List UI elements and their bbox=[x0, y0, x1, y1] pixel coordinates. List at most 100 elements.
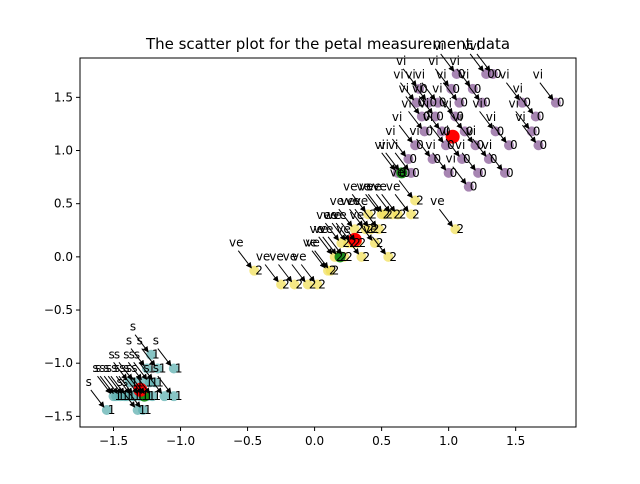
annotation-arrow bbox=[405, 96, 420, 115]
cluster-annotation: 0 bbox=[494, 67, 502, 81]
annotation-arrow bbox=[402, 68, 417, 87]
cluster-annotation: 2 bbox=[367, 222, 375, 236]
annotation-arrow bbox=[141, 348, 156, 367]
species-annotation: ve bbox=[340, 194, 354, 208]
annotation-arrow bbox=[479, 111, 494, 130]
cluster-annotation: 0 bbox=[399, 166, 407, 180]
annotation-arrow bbox=[375, 194, 390, 213]
species-annotation: vi bbox=[433, 39, 443, 53]
annotation-arrow bbox=[488, 152, 503, 171]
cluster-annotation: 2 bbox=[255, 264, 263, 278]
annotation-arrow bbox=[133, 362, 148, 381]
species-annotation: vi bbox=[450, 54, 460, 68]
cluster-annotation: 0 bbox=[412, 166, 420, 180]
cluster-annotation: 2 bbox=[389, 250, 397, 264]
cluster-annotation: 0 bbox=[452, 82, 460, 96]
species-annotation: ve bbox=[332, 208, 346, 222]
annotation-arrow bbox=[398, 124, 413, 143]
species-annotation: ve bbox=[323, 208, 337, 222]
species-annotation: vi bbox=[423, 110, 433, 124]
species-annotation: vi bbox=[401, 96, 411, 110]
species-annotation: s bbox=[114, 361, 120, 375]
species-annotation: s bbox=[123, 347, 129, 361]
annotation-arrow bbox=[416, 138, 431, 157]
cluster-annotation: 2 bbox=[399, 207, 407, 221]
cluster-annotation: 2 bbox=[309, 278, 317, 292]
species-annotation: s bbox=[103, 361, 109, 375]
species-annotation: ve bbox=[430, 194, 444, 208]
species-annotation: ve bbox=[319, 222, 333, 236]
annotation-arrow bbox=[134, 334, 149, 353]
annotation-arrow bbox=[438, 208, 453, 228]
cluster-annotation: 0 bbox=[458, 67, 466, 81]
species-annotation: s bbox=[153, 334, 159, 348]
y-tick-label: −0.5 bbox=[44, 303, 73, 317]
species-annotation: s bbox=[117, 375, 123, 389]
species-annotation: vi bbox=[459, 68, 469, 82]
annotation-arrow bbox=[492, 124, 507, 143]
annotation-arrow bbox=[418, 96, 433, 115]
cluster-annotation: 2 bbox=[416, 193, 424, 207]
species-annotation: s bbox=[119, 361, 125, 375]
x-tick-label: 0.5 bbox=[372, 434, 391, 448]
cluster-annotation: 0 bbox=[423, 109, 431, 123]
cluster-annotation: 1 bbox=[148, 362, 156, 376]
annotation-arrow bbox=[126, 389, 141, 408]
annotation-arrow bbox=[358, 222, 373, 241]
species-annotation: vi bbox=[409, 124, 419, 138]
species-annotation: vi bbox=[432, 81, 442, 95]
annotation-arrow bbox=[135, 375, 150, 394]
annotation-arrow bbox=[331, 222, 346, 241]
cluster-annotation: 0 bbox=[497, 124, 505, 138]
species-annotation: s bbox=[95, 361, 101, 375]
species-annotation: vi bbox=[513, 81, 523, 95]
annotation-arrow bbox=[325, 222, 340, 241]
species-annotation: s bbox=[126, 361, 132, 375]
species-annotation: vi bbox=[452, 110, 462, 124]
annotation-arrow bbox=[445, 138, 460, 157]
species-annotation: vi bbox=[515, 110, 525, 124]
cluster-annotation: 1 bbox=[145, 389, 153, 403]
cluster-annotation: 1 bbox=[133, 389, 141, 403]
species-annotation: s bbox=[108, 347, 114, 361]
cluster-annotation: 0 bbox=[557, 96, 565, 110]
annotation-arrow bbox=[429, 124, 444, 143]
species-annotation: s bbox=[122, 375, 128, 389]
species-annotation: vi bbox=[439, 124, 449, 138]
species-annotation: s bbox=[143, 361, 149, 375]
annotation-arrow bbox=[130, 348, 145, 367]
cluster-annotation: 0 bbox=[470, 180, 478, 194]
annotation-arrow bbox=[318, 236, 333, 255]
cluster-annotation: 1 bbox=[117, 389, 125, 403]
cluster-annotation: 0 bbox=[450, 166, 458, 180]
annotation-arrow bbox=[442, 82, 457, 101]
annotation-arrow bbox=[99, 375, 114, 394]
cluster-annotation: 0 bbox=[537, 109, 545, 123]
cluster-annotation: 2 bbox=[412, 207, 420, 221]
species-annotation: vi bbox=[415, 68, 425, 82]
species-annotation: vi bbox=[425, 138, 435, 152]
annotation-arrow bbox=[400, 82, 415, 101]
cluster-annotation: 1 bbox=[151, 375, 159, 389]
species-annotation: ve bbox=[359, 179, 373, 193]
cluster-annotation: 2 bbox=[372, 222, 380, 236]
annotation-arrow bbox=[338, 208, 353, 228]
annotation-arrow bbox=[381, 194, 396, 213]
species-annotation: ve bbox=[309, 222, 323, 236]
annotation-arrow bbox=[349, 208, 364, 228]
labels-layer: s1s1s1s1s1s1s1s1s1s1s1s1s1s1s1s1s1s1s1s1… bbox=[86, 39, 565, 417]
species-annotation: ve bbox=[330, 194, 344, 208]
annotation-arrow bbox=[127, 362, 142, 381]
cluster-annotation: 0 bbox=[417, 96, 425, 110]
y-tick-label: −1.0 bbox=[44, 356, 73, 370]
species-annotation: vi bbox=[466, 124, 476, 138]
species-annotation: vi bbox=[533, 68, 543, 82]
cluster-annotation: 0 bbox=[460, 96, 468, 110]
y-tick-label: 1.5 bbox=[54, 90, 73, 104]
cluster-annotation: 2 bbox=[282, 278, 290, 292]
annotation-arrow bbox=[392, 138, 407, 157]
species-annotation: s bbox=[137, 334, 143, 348]
y-tick-label: 1.0 bbox=[54, 144, 73, 158]
annotation-arrow bbox=[157, 348, 172, 367]
species-annotation: vi bbox=[388, 138, 398, 152]
